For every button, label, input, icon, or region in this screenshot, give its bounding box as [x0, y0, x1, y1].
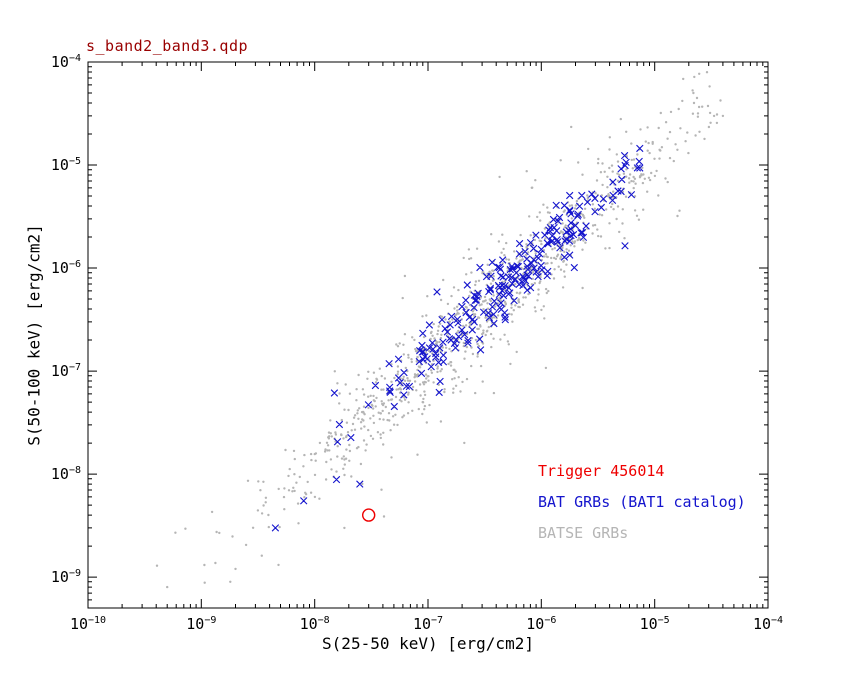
x-tick-label: 10−5 [639, 615, 670, 633]
y-axis-label: S(50-100 keV) [erg/cm2] [24, 224, 44, 446]
y-tick-label: 10−4 [50, 53, 81, 71]
x-tick-label: 10−4 [752, 615, 784, 633]
y-tick-label: 10−7 [50, 362, 81, 381]
x-tick-label: 10−6 [526, 615, 557, 633]
legend-label-batse-grbs: BATSE GRBs [538, 524, 629, 542]
x-tick-label: 10−7 [412, 615, 444, 633]
x-tick-label: 10−9 [186, 615, 217, 633]
y-tick-label: 10−8 [50, 465, 81, 484]
y-tick-label: 10−9 [50, 568, 81, 587]
y-tick-label: 10−6 [50, 259, 81, 278]
x-tick-label: 10−8 [299, 615, 330, 633]
x-axis-label: S(25-50 keV) [erg/cm2] [322, 634, 534, 653]
y-tick-label: 10−5 [50, 156, 81, 175]
x-tick-label: 10−10 [69, 615, 107, 633]
legend-label-bat-grbs: BAT GRBs (BAT1 catalog) [538, 493, 746, 511]
legend-item-bat-grbs: BAT GRBs (BAT1 catalog) [538, 487, 746, 518]
legend-item-trigger: Trigger 456014 [538, 456, 746, 487]
plot-title: s_band2_band3.qdp [86, 37, 249, 55]
legend-label-trigger: Trigger 456014 [538, 462, 665, 480]
legend-item-batse-grbs: BATSE GRBs [538, 518, 746, 549]
legend: Trigger 456014 BAT GRBs (BAT1 catalog) B… [538, 456, 746, 549]
